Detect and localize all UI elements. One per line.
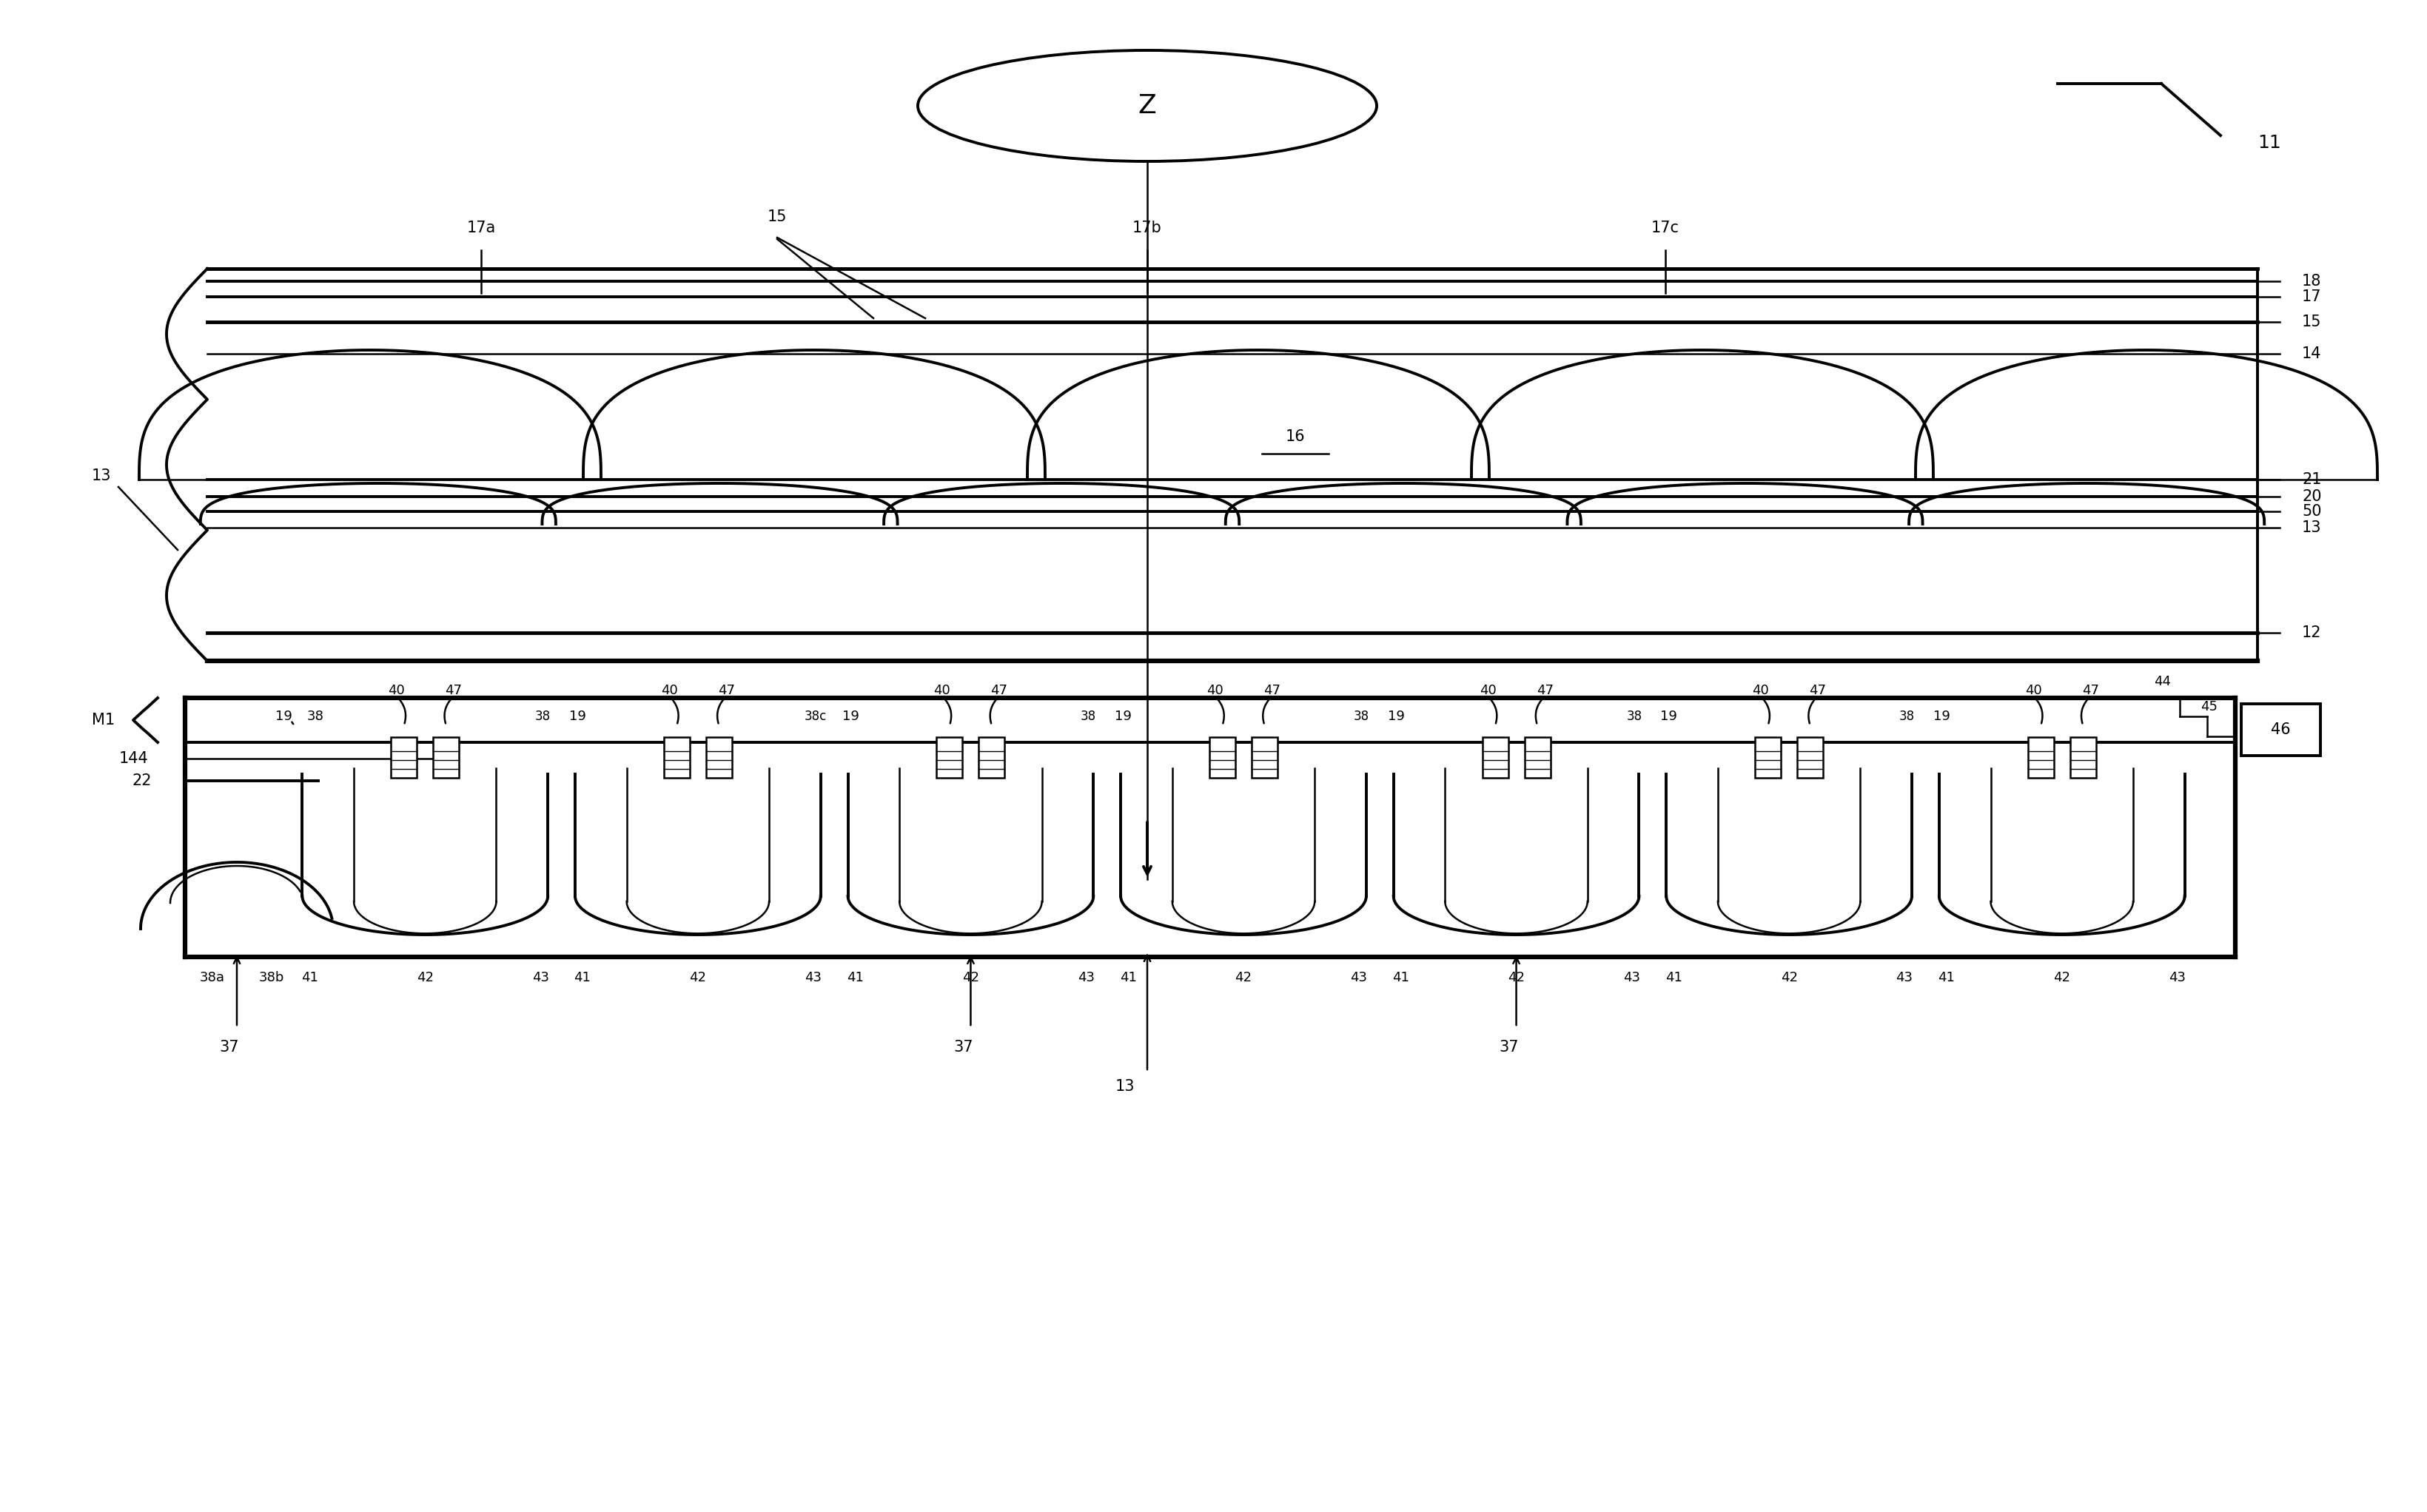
Text: 15: 15 xyxy=(767,210,786,224)
Text: 47: 47 xyxy=(1536,683,1553,697)
Text: 42: 42 xyxy=(1779,971,1796,984)
Text: 38b: 38b xyxy=(260,971,284,984)
Text: 17: 17 xyxy=(2301,289,2320,304)
Text: 42: 42 xyxy=(1235,971,1252,984)
Text: 38: 38 xyxy=(1080,709,1097,723)
FancyBboxPatch shape xyxy=(1483,736,1507,777)
Text: 40: 40 xyxy=(660,683,677,697)
Text: 42: 42 xyxy=(689,971,706,984)
FancyBboxPatch shape xyxy=(937,736,961,777)
FancyBboxPatch shape xyxy=(706,736,731,777)
Text: 17b: 17b xyxy=(1133,221,1163,236)
Text: 44: 44 xyxy=(2153,674,2170,688)
Text: 14: 14 xyxy=(2301,346,2320,361)
Text: 38c: 38c xyxy=(803,709,828,723)
Text: 46: 46 xyxy=(2269,723,2291,738)
Text: 17a: 17a xyxy=(466,221,495,236)
FancyBboxPatch shape xyxy=(391,736,417,777)
Text: 19: 19 xyxy=(274,709,291,723)
Text: 45: 45 xyxy=(2201,700,2218,714)
FancyBboxPatch shape xyxy=(1209,736,1235,777)
Text: 41: 41 xyxy=(1393,971,1410,984)
Text: 40: 40 xyxy=(1478,683,1495,697)
Text: 38: 38 xyxy=(308,709,323,723)
FancyBboxPatch shape xyxy=(1524,736,1551,777)
Text: 50: 50 xyxy=(2301,503,2320,519)
FancyBboxPatch shape xyxy=(432,736,459,777)
Text: 41: 41 xyxy=(1665,971,1682,984)
Text: 38: 38 xyxy=(1626,709,1641,723)
Text: 38a: 38a xyxy=(199,971,226,984)
Text: 17c: 17c xyxy=(1650,221,1679,236)
Text: 13: 13 xyxy=(1114,1080,1133,1093)
Text: 11: 11 xyxy=(2257,135,2281,151)
Text: 43: 43 xyxy=(1078,971,1095,984)
Text: 38: 38 xyxy=(1898,709,1915,723)
Text: 22: 22 xyxy=(131,774,150,788)
Text: 38: 38 xyxy=(1354,709,1369,723)
Text: 41: 41 xyxy=(1119,971,1136,984)
FancyBboxPatch shape xyxy=(2027,736,2053,777)
Text: 43: 43 xyxy=(803,971,820,984)
Text: 43: 43 xyxy=(1624,971,1641,984)
Text: 19: 19 xyxy=(1932,709,1949,723)
Text: 19: 19 xyxy=(1114,709,1131,723)
Text: 21: 21 xyxy=(2301,472,2320,487)
FancyBboxPatch shape xyxy=(1252,736,1277,777)
Text: 47: 47 xyxy=(444,683,461,697)
Text: 37: 37 xyxy=(954,1040,973,1055)
Text: 43: 43 xyxy=(1349,971,1366,984)
Text: 42: 42 xyxy=(2053,971,2070,984)
Text: 12: 12 xyxy=(2301,626,2320,640)
Text: 41: 41 xyxy=(573,971,590,984)
Text: 41: 41 xyxy=(1937,971,1954,984)
Text: 40: 40 xyxy=(388,683,405,697)
FancyBboxPatch shape xyxy=(1755,736,1781,777)
Text: 19: 19 xyxy=(1660,709,1677,723)
Text: 41: 41 xyxy=(301,971,318,984)
Text: 43: 43 xyxy=(1895,971,1912,984)
Text: 16: 16 xyxy=(1284,429,1306,445)
Text: 40: 40 xyxy=(1206,683,1223,697)
Text: 15: 15 xyxy=(2301,314,2320,330)
FancyBboxPatch shape xyxy=(663,736,689,777)
Text: 47: 47 xyxy=(718,683,735,697)
Bar xyxy=(2240,703,2320,756)
Text: 20: 20 xyxy=(2301,490,2320,503)
Text: 19: 19 xyxy=(842,709,859,723)
FancyBboxPatch shape xyxy=(1796,736,1823,777)
Text: 42: 42 xyxy=(417,971,434,984)
Text: 47: 47 xyxy=(1808,683,1825,697)
Text: 37: 37 xyxy=(218,1040,240,1055)
Text: 40: 40 xyxy=(934,683,951,697)
Text: 37: 37 xyxy=(1497,1040,1519,1055)
FancyBboxPatch shape xyxy=(978,736,1005,777)
Text: 38: 38 xyxy=(534,709,551,723)
Text: 41: 41 xyxy=(847,971,864,984)
Text: 40: 40 xyxy=(2024,683,2041,697)
Text: 43: 43 xyxy=(2167,971,2184,984)
Text: Z: Z xyxy=(1138,94,1155,118)
Text: 42: 42 xyxy=(961,971,978,984)
Text: 40: 40 xyxy=(1752,683,1769,697)
Text: 144: 144 xyxy=(119,751,148,767)
Text: 43: 43 xyxy=(532,971,549,984)
Text: 47: 47 xyxy=(2082,683,2099,697)
Text: 13: 13 xyxy=(92,469,112,484)
Text: 18: 18 xyxy=(2301,274,2320,289)
Text: M1: M1 xyxy=(92,712,114,727)
Text: 42: 42 xyxy=(1507,971,1524,984)
Text: 47: 47 xyxy=(990,683,1007,697)
Text: 47: 47 xyxy=(1262,683,1279,697)
Text: 19: 19 xyxy=(568,709,585,723)
Text: 19: 19 xyxy=(1388,709,1405,723)
FancyBboxPatch shape xyxy=(2070,736,2095,777)
Text: 13: 13 xyxy=(2301,520,2320,535)
